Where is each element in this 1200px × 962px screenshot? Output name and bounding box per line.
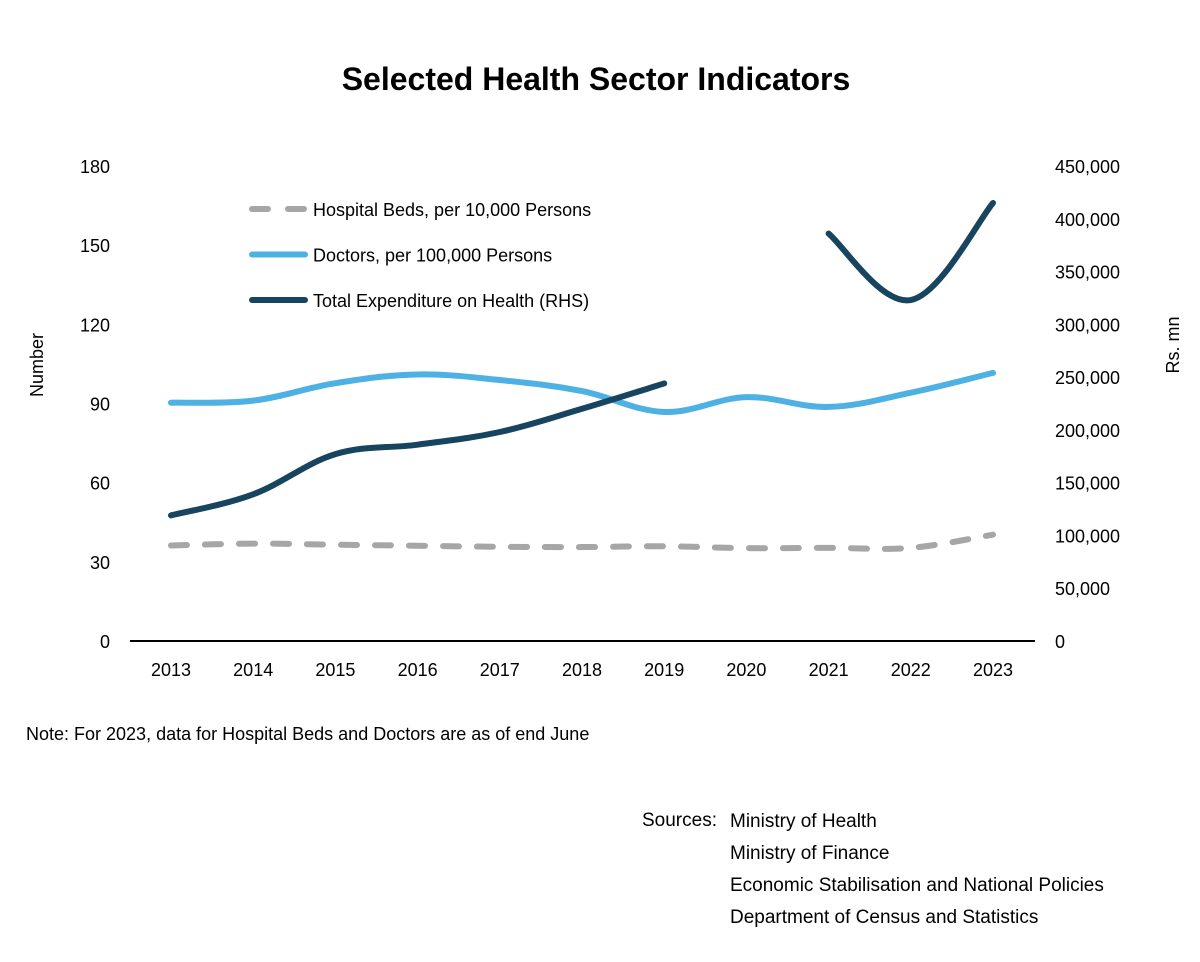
x-tick-label: 2013 [151, 660, 191, 680]
right-tick-label: 150,000 [1055, 474, 1120, 494]
series-line-hospital-beds-per-10-000-persons [168, 531, 996, 552]
right-tick-label: 100,000 [1055, 526, 1120, 546]
chart-note: Note: For 2023, data for Hospital Beds a… [26, 724, 590, 744]
right-axis-title: Rs. mn [1163, 316, 1183, 373]
right-tick-label: 400,000 [1055, 210, 1120, 230]
chart-title: Selected Health Sector Indicators [342, 61, 851, 97]
x-tick-label: 2021 [809, 660, 849, 680]
chart-canvas: Selected Health Sector Indicators 0 30 60 9… [27, 61, 1183, 680]
left-axis-title: Number [27, 333, 47, 397]
left-tick-label: 180 [80, 157, 110, 177]
left-tick-label: 30 [90, 553, 110, 573]
x-tick-label: 2014 [233, 660, 273, 680]
right-tick-label: 250,000 [1055, 368, 1120, 388]
left-tick-label: 0 [100, 632, 110, 652]
series-line-doctors-per-100-000-persons [168, 369, 996, 415]
legend-label: Doctors, per 100,000 Persons [313, 246, 552, 266]
x-tick-label: 2017 [480, 660, 520, 680]
right-axis-ticks: 0 50,000 100,000 150,000 200,000 250,000 300,0… [1055, 157, 1120, 652]
source-item: Ministry of Health [730, 811, 877, 832]
left-tick-label: 60 [90, 474, 110, 494]
x-tick-label: 2020 [726, 660, 766, 680]
right-tick-label: 0 [1055, 632, 1065, 652]
left-axis-ticks: 0 30 60 90 120 150 180 [80, 157, 110, 652]
sources-label: Sources: [642, 810, 717, 831]
series-group [168, 199, 996, 552]
legend: Hospital Beds, per 10,000 Persons Doctors… [249, 200, 591, 311]
right-tick-label: 50,000 [1055, 579, 1110, 599]
left-tick-label: 90 [90, 395, 110, 415]
source-item: Economic Stabilisation and National Poli… [730, 875, 1104, 896]
source-item: Ministry of Finance [730, 843, 890, 864]
series-line-total-expenditure-on-health-rhs [168, 380, 668, 519]
right-tick-label: 450,000 [1055, 157, 1120, 177]
x-tick-label: 2022 [891, 660, 931, 680]
right-tick-label: 200,000 [1055, 421, 1120, 441]
sources-list: Ministry of Health Ministry of Finance E… [730, 810, 1104, 938]
x-tick-label: 2016 [398, 660, 438, 680]
right-tick-label: 350,000 [1055, 263, 1120, 283]
left-tick-label: 150 [80, 236, 110, 256]
left-tick-label: 120 [80, 315, 110, 335]
legend-label: Hospital Beds, per 10,000 Persons [313, 200, 591, 220]
right-tick-label: 300,000 [1055, 315, 1120, 335]
x-tick-label: 2015 [315, 660, 355, 680]
source-item: Department of Census and Statistics [730, 907, 1039, 928]
x-tick-label: 2018 [562, 660, 602, 680]
x-tick-label: 2023 [973, 660, 1013, 680]
legend-label: Total Expenditure on Health (RHS) [313, 291, 589, 311]
series-line-total-expenditure-on-health-rhs [825, 199, 996, 304]
x-tick-label: 2019 [644, 660, 684, 680]
x-axis-ticks: 2013 2014 2015 2016 2017 2018 2019 2020 2021 2022… [151, 660, 1013, 680]
